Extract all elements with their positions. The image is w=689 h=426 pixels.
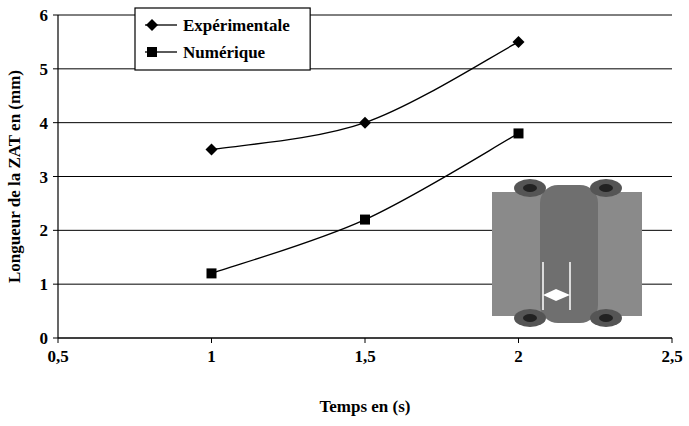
photo-marker (542, 262, 544, 310)
photo-weld (540, 185, 598, 323)
x-tick-label: 1,5 (354, 347, 375, 366)
point (514, 128, 524, 138)
weld-photo (492, 179, 642, 327)
axes: 0 1 2 3 4 5 6 0,5 1 1,5 2 2,5 (40, 6, 683, 366)
y-tick (53, 15, 58, 16)
y-tick-label: 0 (40, 329, 49, 348)
legend-box (135, 8, 310, 70)
y-tick (53, 230, 58, 231)
photo-bead (590, 309, 622, 327)
legend-marker (146, 19, 158, 31)
y-tick (53, 122, 58, 123)
x-tick-label: 2,5 (661, 347, 682, 366)
y-tick (53, 338, 58, 339)
y-tick (53, 68, 58, 69)
y-tick-label: 5 (40, 60, 49, 79)
chart: 0 1 2 3 4 5 6 0,5 1 1,5 2 2,5 Temps en (s) Longueur d… (0, 0, 689, 426)
legend-label: Expérimentale (183, 16, 290, 35)
point (359, 117, 371, 129)
y-tick-label: 3 (40, 168, 49, 187)
photo-bead-core (599, 314, 613, 322)
photo-bead-core (523, 314, 537, 322)
photo-bead (514, 179, 546, 197)
plot-data (206, 36, 525, 278)
point (360, 215, 370, 225)
photo-bead-core (599, 184, 613, 192)
y-tick (53, 284, 58, 285)
legend: Expérimentale Numérique (135, 8, 310, 70)
y-tick-label: 6 (40, 6, 49, 25)
x-tick (518, 338, 519, 343)
legend-marker (147, 47, 157, 57)
photo-arrow (543, 289, 570, 301)
photo-bead (590, 179, 622, 197)
photo-bead (514, 309, 546, 327)
y-tick-label: 4 (40, 114, 49, 133)
x-tick-label: 2 (514, 347, 523, 366)
y-tick-label: 1 (40, 275, 49, 294)
x-axis-title: Temps en (s) (320, 397, 411, 416)
y-tick-label: 2 (40, 221, 49, 240)
x-tick (672, 338, 673, 343)
point (513, 36, 525, 48)
x-tick-label: 1 (207, 347, 216, 366)
grid-line (58, 176, 672, 177)
x-tick (58, 338, 59, 343)
y-tick (53, 176, 58, 177)
x-tick (211, 338, 212, 343)
x-tick (365, 338, 366, 343)
series-line (212, 133, 519, 273)
y-axis-title: Longueur de la ZAT en (mm) (5, 70, 24, 283)
point (206, 144, 218, 156)
photo-bead-core (523, 184, 537, 192)
x-tick-label: 0,5 (47, 347, 68, 366)
legend-label: Numérique (183, 43, 266, 62)
photo-marker (569, 262, 571, 310)
point (207, 268, 217, 278)
